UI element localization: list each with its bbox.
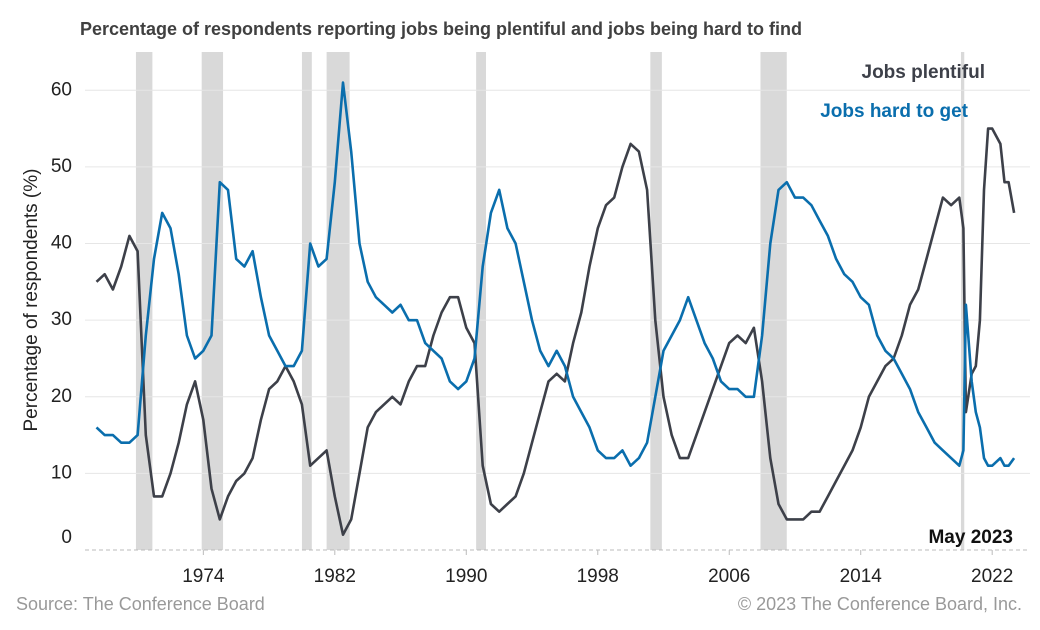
x-tick-label: 1990 — [445, 566, 487, 587]
chart-title: Percentage of respondents reporting jobs… — [80, 19, 802, 39]
y-tick-label: 30 — [51, 309, 72, 330]
series-line — [95, 127, 1016, 536]
y-tick-label: 60 — [51, 79, 72, 100]
x-tick-label: 2006 — [708, 566, 750, 587]
copyright: © 2023 The Conference Board, Inc. — [738, 594, 1022, 614]
recession-band — [960, 52, 965, 550]
y-axis-label: Percentage of respondents (%) — [21, 169, 42, 432]
x-tick-label: 2022 — [971, 566, 1013, 587]
y-tick-label: 40 — [51, 233, 72, 254]
x-tick-label: 2014 — [840, 566, 883, 587]
y-tick-label: 50 — [51, 156, 72, 177]
legend-label: Jobs plentiful — [862, 62, 986, 83]
legend-label: Jobs hard to get — [820, 101, 968, 122]
y-tick-label: 10 — [51, 462, 72, 483]
y-tick-label: 0 — [61, 527, 72, 548]
recession-band — [135, 52, 153, 550]
series-line — [95, 81, 1016, 467]
y-tick-label: 20 — [51, 386, 72, 407]
recession-band — [650, 52, 662, 550]
annotation: May 2023 — [928, 527, 1013, 548]
x-tick-label: 1998 — [577, 566, 619, 587]
x-tick-label: 1982 — [314, 566, 356, 587]
source: Source: The Conference Board — [16, 594, 265, 614]
x-tick-label: 1974 — [182, 566, 225, 587]
recession-band — [476, 52, 487, 550]
recession-band — [326, 52, 350, 550]
